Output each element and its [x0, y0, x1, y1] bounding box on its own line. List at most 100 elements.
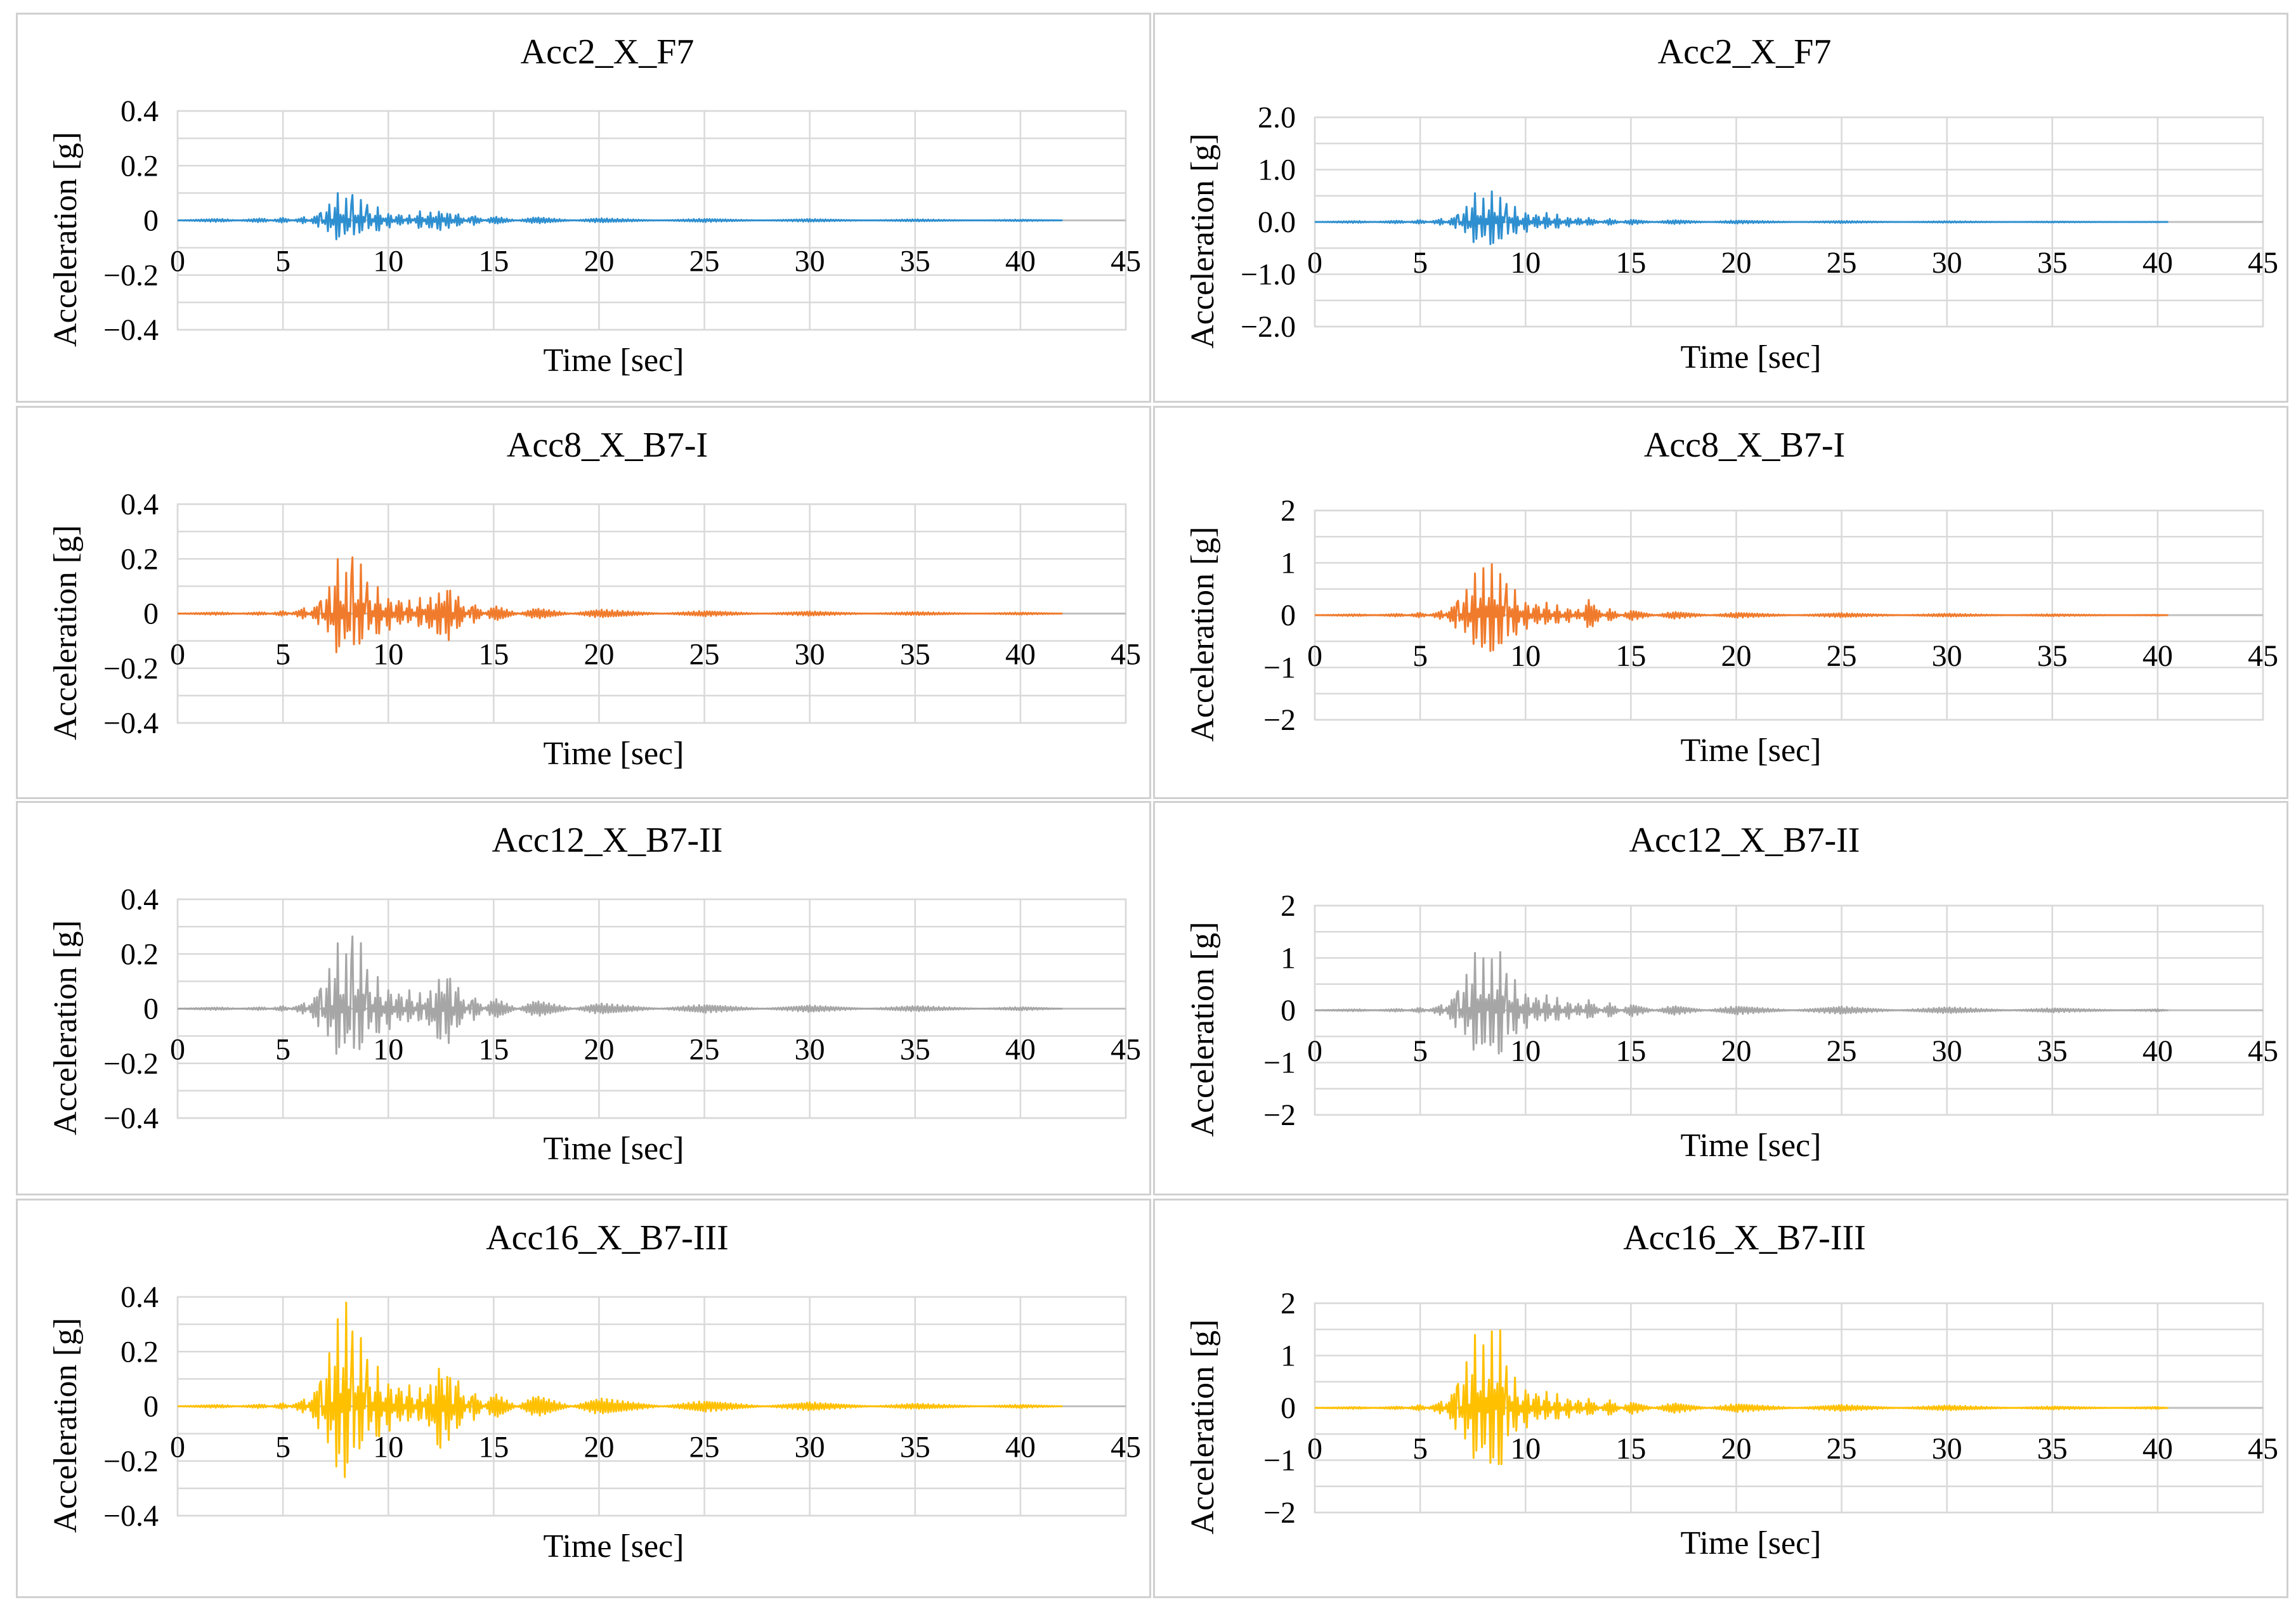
panel-border	[16, 801, 1151, 1195]
x-tick-label: 30	[1932, 639, 1962, 673]
x-tick-label: 15	[478, 1033, 509, 1067]
x-tick-label: 5	[275, 245, 290, 278]
y-tick-label: −2	[1263, 703, 1296, 737]
series-line-1	[1315, 951, 2169, 1055]
y-tick-label: −1	[1263, 651, 1296, 685]
x-tick-label: 5	[275, 1431, 290, 1464]
chart-title: Acc16_X_B7-III	[1623, 1218, 1866, 1258]
y-tick-label: 1	[1281, 942, 1296, 975]
y-tick-label: 0.2	[121, 1335, 159, 1369]
x-tick-label: 10	[1510, 639, 1541, 673]
x-tick-label: 25	[1827, 1034, 1857, 1068]
y-tick-label: 2	[1281, 889, 1296, 923]
x-tick-label: 30	[795, 638, 825, 672]
panel-border	[16, 406, 1151, 799]
y-tick-label: −0.2	[103, 1047, 159, 1081]
x-tick-label: 35	[2037, 246, 2068, 280]
x-tick-label: 25	[689, 1033, 720, 1067]
y-tick-label: −1	[1263, 1444, 1296, 1478]
x-tick-label: 0	[170, 245, 185, 278]
x-tick-label: 20	[584, 245, 614, 278]
series-line-1	[1315, 563, 2169, 652]
x-tick-label: 25	[689, 245, 720, 278]
series-line-1	[177, 556, 1063, 653]
chart-title: Acc8_X_B7-I	[1644, 426, 1845, 465]
x-tick-label: 35	[900, 1431, 930, 1464]
x-tick-label: 35	[2037, 639, 2068, 673]
y-tick-label: −1	[1263, 1046, 1296, 1080]
x-tick-label: 45	[1111, 1431, 1141, 1464]
x-tick-label: 35	[900, 245, 930, 278]
y-axis-label: Acceleration [g]	[1185, 921, 1221, 1136]
x-tick-label: 40	[2143, 246, 2173, 280]
x-tick-label: 5	[1412, 1034, 1428, 1068]
y-tick-label: 0	[143, 204, 159, 238]
panel-border	[16, 13, 1151, 403]
x-axis-label: Time [sec]	[1681, 339, 1822, 375]
panel-border	[1153, 1199, 2288, 1598]
y-tick-label: −1.0	[1241, 258, 1296, 292]
y-tick-label: −2.0	[1241, 310, 1296, 344]
y-tick-label: 0.2	[121, 542, 159, 576]
x-tick-label: 15	[1615, 1432, 1646, 1466]
x-tick-label: 0	[1307, 1432, 1322, 1466]
x-axis-label: Time [sec]	[544, 1131, 684, 1167]
x-tick-label: 5	[1412, 1432, 1428, 1466]
x-tick-label: 30	[1932, 1034, 1962, 1068]
y-tick-label: −0.4	[103, 706, 159, 740]
x-tick-label: 20	[1721, 246, 1751, 280]
y-tick-label: 0	[1281, 599, 1296, 632]
series-line-1	[177, 1301, 1063, 1478]
series-line-1	[177, 935, 1063, 1055]
y-tick-label: 1	[1281, 1339, 1296, 1373]
x-tick-label: 10	[373, 1431, 403, 1464]
x-tick-label: 35	[2037, 1432, 2068, 1466]
y-axis-label: Acceleration [g]	[48, 1318, 84, 1533]
x-tick-label: 35	[900, 638, 930, 672]
x-axis-label: Time [sec]	[1681, 732, 1822, 769]
x-tick-label: 0	[170, 638, 185, 672]
y-axis-label: Acceleration [g]	[1185, 133, 1221, 348]
chart-title: Acc12_X_B7-II	[1629, 821, 1860, 860]
x-tick-label: 45	[2248, 639, 2278, 673]
chart-panel-3: Acc8_X_B7-I 0.4 0.2 0 −0.2 −0.4 0 5 10 15 20 25 30 35…	[16, 406, 1151, 799]
y-tick-label: 0.2	[121, 149, 159, 183]
chart-title: Acc8_X_B7-I	[507, 426, 708, 465]
y-axis-label: Acceleration [g]	[1185, 526, 1221, 741]
y-tick-label: −2	[1263, 1098, 1296, 1132]
x-tick-label: 0	[1307, 639, 1322, 673]
x-tick-label: 30	[1932, 246, 1962, 280]
chart-panel-2: Acc2_X_F7 2.0 1.0 0.0 −1.0 −2.0 0 5 10 15 20 25 30 35…	[1153, 13, 2288, 403]
chart-panel-7: Acc16_X_B7-III 0.4 0.2 0 −0.2 −0.4 0 5 10 15 20 25 3…	[16, 1199, 1151, 1598]
x-tick-label: 15	[1615, 246, 1646, 280]
x-tick-label: 45	[1111, 1033, 1141, 1067]
x-tick-label: 40	[2143, 1432, 2173, 1466]
chart-title: Acc16_X_B7-III	[486, 1218, 729, 1258]
panel-border	[1153, 13, 2288, 403]
x-tick-label: 40	[1005, 1431, 1036, 1464]
y-tick-label: 0.2	[121, 937, 159, 971]
x-tick-label: 10	[1510, 1432, 1541, 1466]
chart-title: Acc2_X_F7	[521, 32, 695, 72]
x-tick-label: 10	[1510, 246, 1541, 280]
x-axis-label: Time [sec]	[544, 342, 684, 379]
series-line-1	[177, 192, 1063, 240]
x-tick-label: 40	[1005, 245, 1036, 278]
y-tick-label: −0.4	[103, 1102, 159, 1135]
x-tick-label: 20	[1721, 1432, 1751, 1466]
x-tick-label: 30	[1932, 1432, 1962, 1466]
series-line-1	[1315, 190, 2169, 245]
y-tick-label: 1	[1281, 547, 1296, 580]
chart-title: Acc12_X_B7-II	[492, 821, 723, 860]
x-tick-label: 25	[1827, 639, 1857, 673]
x-tick-label: 0	[170, 1033, 185, 1067]
x-tick-label: 20	[584, 1033, 614, 1067]
x-tick-label: 0	[1307, 1034, 1322, 1068]
x-tick-label: 5	[1412, 639, 1428, 673]
chart-panel-5: Acc12_X_B7-II 0.4 0.2 0 −0.2 −0.4 0 5 10 15 20 25 30…	[16, 801, 1151, 1195]
y-tick-label: 0.4	[121, 94, 159, 128]
x-tick-label: 40	[1005, 1033, 1036, 1067]
